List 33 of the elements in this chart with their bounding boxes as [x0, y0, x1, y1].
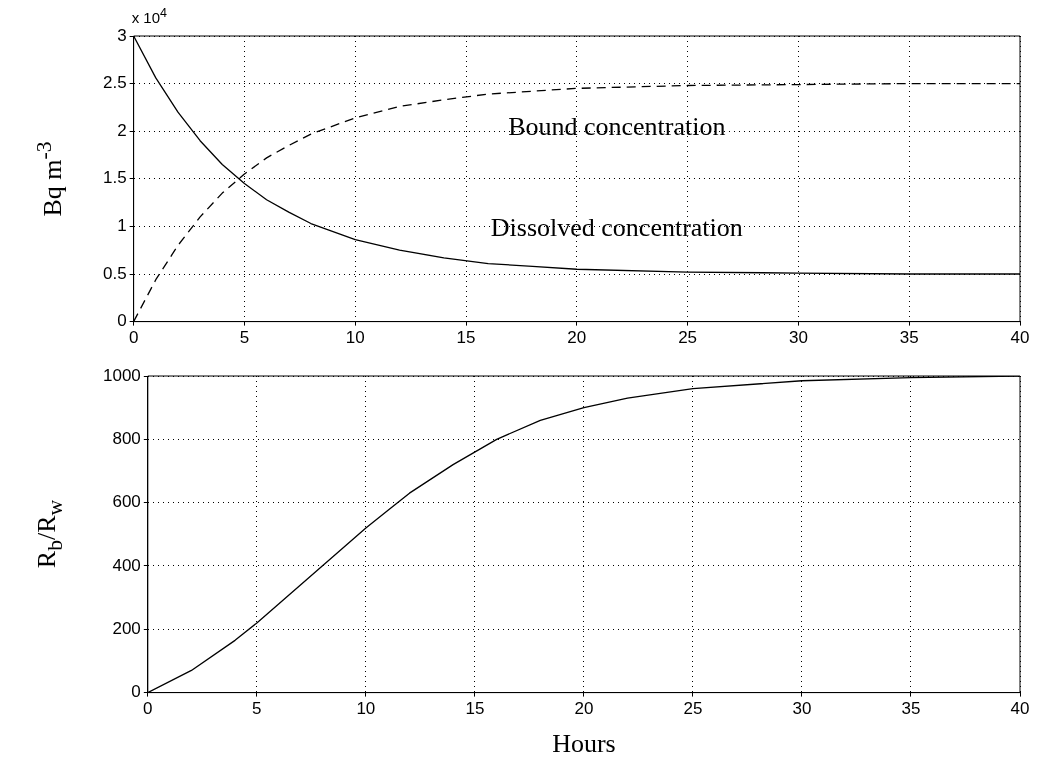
- x-tick-label: 35: [901, 699, 921, 719]
- x-tick-label: 20: [574, 699, 594, 719]
- x-tick-label: 25: [683, 699, 703, 719]
- series-label: Bound concentration: [508, 112, 726, 142]
- y-tick-label: 1000: [102, 365, 141, 385]
- x-tick-label: 20: [567, 328, 587, 348]
- x-tick-label: 15: [465, 699, 485, 719]
- x-tick-label: 5: [239, 328, 250, 348]
- y-tick-label: 0: [117, 311, 127, 331]
- y-tick-label: 600: [112, 492, 141, 512]
- x-tick-label: 5: [252, 699, 262, 719]
- y-tick-label: 1.5: [102, 168, 127, 188]
- y-tick-label: 0.5: [102, 263, 127, 283]
- text: x 10$^{4}$: [131, 6, 167, 26]
- y-tick-label: 400: [112, 555, 141, 575]
- x-tick-label: 40: [1010, 328, 1030, 348]
- x-tick-label: 30: [788, 328, 808, 348]
- y-tick-label: 200: [112, 618, 141, 638]
- x-tick-label: 25: [678, 328, 698, 348]
- y-tick-label: 1: [117, 216, 127, 236]
- x-tick-label: 40: [1010, 699, 1030, 719]
- y-tick-label: 2.5: [102, 73, 127, 93]
- series-label: Dissolved concentration: [490, 213, 743, 243]
- x-tick-label: 30: [792, 699, 812, 719]
- x-tick-label: 10: [356, 699, 376, 719]
- x-tick-label: 15: [456, 328, 476, 348]
- y-tick-label: 800: [112, 429, 141, 449]
- y-tick-label: 3: [117, 25, 127, 45]
- y-tick-label: 2: [117, 120, 127, 140]
- x-tick-label: 10: [345, 328, 365, 348]
- x-tick-label: 35: [899, 328, 919, 348]
- x-axis-title: Hours: [552, 729, 616, 759]
- y-tick-label: 0: [131, 682, 141, 702]
